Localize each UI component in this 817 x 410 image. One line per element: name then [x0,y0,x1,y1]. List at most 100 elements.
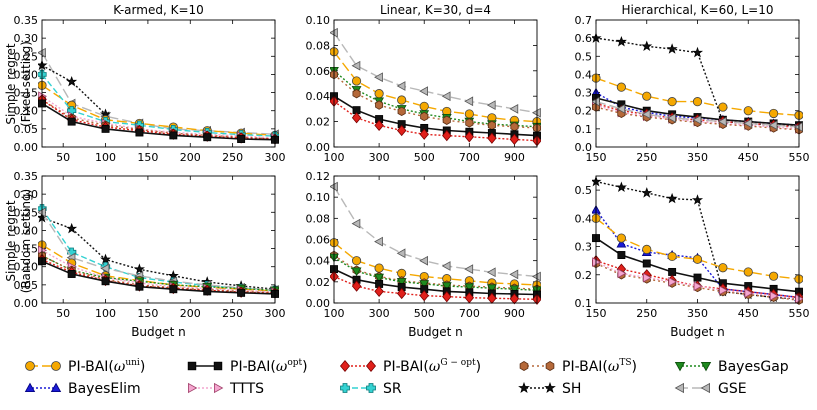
data-point-opt [642,259,651,268]
legend-marker [366,383,376,393]
x-tick-label: 300 [265,151,286,164]
x-tick-label: 100 [324,307,345,320]
row-label-random-line1: Simple regret [4,200,18,282]
x-tick-label: 700 [459,151,480,164]
chart-panel-4: 0.00 0.02 0.04 0.06 0.08 0.10 0.12 100 300 500 700… [306,170,541,339]
row-label-fixed-line1: Simple regret [4,43,18,125]
data-point-sh [641,40,653,51]
y-tick-label: 0.20 [14,68,39,81]
x-tick-label: 50 [56,151,70,164]
x-axis-label: Budget n [131,325,186,339]
data-point-gse [374,72,383,83]
y-tick-label: 0.35 [14,170,39,183]
legend-label: PI-BAI(ωG − opt) [383,358,481,375]
data-point-bayesgap [464,283,475,293]
data-point-sh [615,36,627,47]
data-point-gopt [396,124,407,137]
series-line-gopt [333,100,538,142]
data-point-gse [667,113,676,123]
plot-area [334,176,537,303]
plot-frame [41,175,276,304]
data-point-gse [509,269,519,280]
data-point-bayesgap [441,282,452,292]
legend-marker [674,361,686,372]
row-label-random-line2: (Random setting) [19,189,33,293]
legend-marker [365,359,377,373]
x-tick-label: 300 [369,151,390,164]
data-point-uni [769,271,779,281]
legend-label: PI-BAI(ωopt) [230,358,308,375]
data-point-gse [692,114,702,125]
x-tick-label: 500 [414,307,435,320]
y-tick-label: 0.20 [14,224,39,237]
row-labels: Simple regret (Fixed setting) Simple reg… [4,41,33,293]
x-tick-label: 250 [636,151,657,164]
data-point-gse [768,120,778,131]
data-point-ts [510,122,519,132]
x-tick-label: 250 [222,307,243,320]
x-tick-label: 900 [504,151,525,164]
y-tick-label: 0.4 [575,212,593,225]
data-point-opt [203,133,212,142]
y-tick-label: 0.15 [14,243,39,256]
legend-item-opt: PI-BAI(ωopt) [187,358,308,375]
data-point-gopt [374,285,384,298]
y-tick-label: 0.10 [306,14,331,27]
data-point-sh [66,75,78,87]
data-point-sh [691,46,704,58]
data-point-gse [441,261,451,271]
y-tick-label: 0.3 [575,87,593,100]
legend-marker [213,382,224,394]
data-point-uni [374,263,384,273]
y-tick-label: 0.30 [14,188,39,201]
data-point-gse [419,255,429,266]
legend-item-gopt: PI-BAI(ωG − opt) [339,358,481,375]
chart-title: K-armed, K=10 [113,3,204,17]
x-tick-label: 100 [324,151,345,164]
data-point-ttts [744,288,754,298]
x-tick-label: 100 [95,307,116,320]
x-tick-label: 350 [687,151,708,164]
data-point-gse [396,81,406,91]
plot-frame [333,175,538,304]
legend-marker [187,361,197,371]
data-point-opt [617,251,626,259]
data-point-sh [691,194,704,205]
data-point-uni [692,254,703,264]
y-tick-label: 0.35 [14,14,39,27]
data-point-uni [743,106,753,116]
series-line-sh [41,217,276,290]
legend-label: PI-BAI(ωuni) [68,358,145,375]
data-point-ts [442,115,451,125]
data-point-uni [397,95,407,105]
data-point-bayesgap [374,273,384,283]
legend-marker [213,361,223,371]
data-point-gopt [442,290,452,303]
series-line-ts [595,262,800,301]
series-line-gse [333,186,538,278]
data-point-uni [351,76,362,86]
y-tick-label: 0.02 [306,116,331,129]
y-tick-label: 0.00 [306,141,331,154]
y-tick-label: 0.05 [14,279,39,292]
legend-item-sh: SH [518,381,581,397]
data-point-gopt [351,280,362,292]
legend-label: GSE [718,381,747,397]
data-point-gopt [487,132,497,144]
series-line-opt [333,268,538,296]
plot-frame [333,19,538,148]
legend-marker [187,382,198,394]
data-point-gopt [509,293,520,305]
data-point-gopt [374,119,384,132]
data-point-gse [441,91,451,102]
legend-item-bayesgap: BayesGap [674,359,789,375]
series-line-opt [41,102,276,141]
y-tick-label: 0.02 [306,276,331,289]
legend-item-sr: SR [340,381,402,397]
legend-marker [518,381,530,393]
series-line-uni [41,84,276,137]
plot-area [42,176,275,303]
data-point-uni [616,82,626,92]
y-tick-label: 0.10 [14,105,39,118]
data-point-uni [351,256,362,266]
